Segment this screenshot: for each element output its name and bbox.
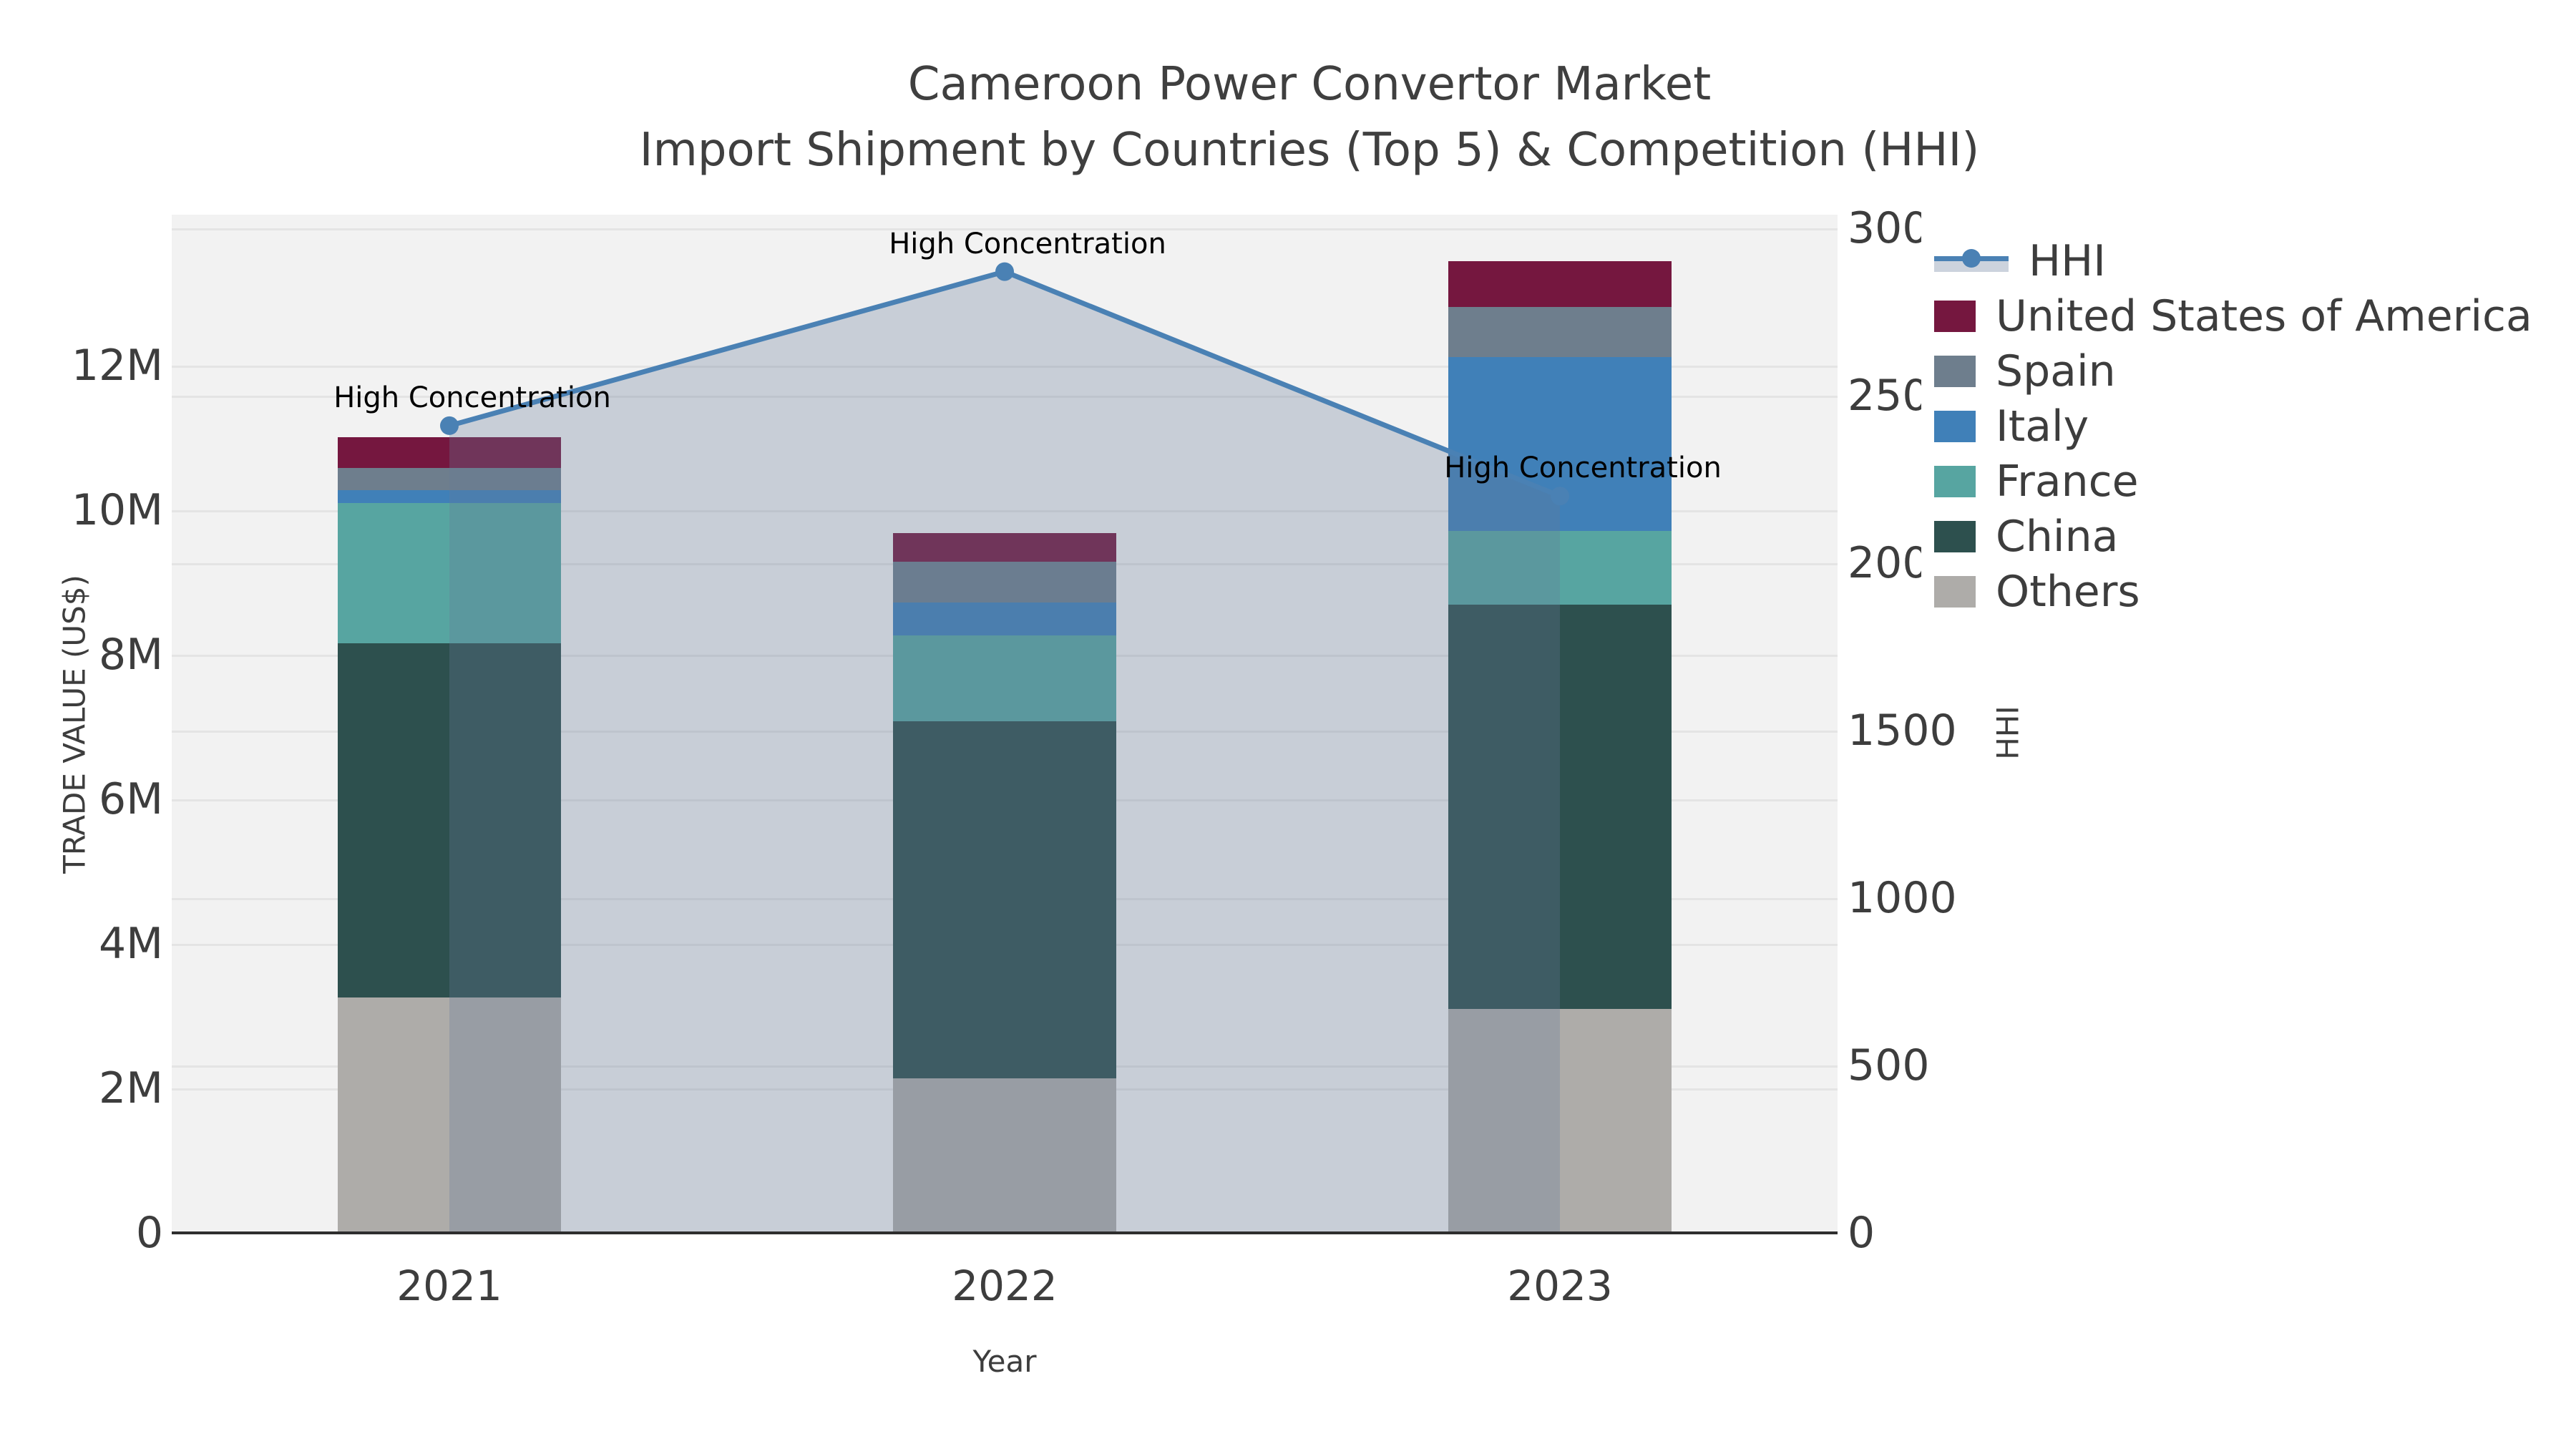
bar-2023-united-states-of-america: [1448, 260, 1672, 308]
gridline-right-3000: [172, 228, 1838, 230]
gridline-left-10M: [172, 510, 1838, 513]
hhi-marker-2023: [1551, 487, 1569, 506]
legend-label-china: China: [1996, 512, 2119, 562]
xtick-2022: 2022: [952, 1262, 1058, 1310]
bar-2022-china: [893, 721, 1116, 1078]
legend-hhi-line-icon: [1934, 249, 2009, 272]
bar-2021-others: [338, 997, 561, 1233]
bar-2021-italy: [338, 489, 561, 503]
y-axis-label-left: TRADE VALUE (US$): [57, 574, 92, 874]
ytick-right-1500: 1500: [1848, 705, 1957, 756]
annotation-high-concentration-2021: High Concentration: [333, 381, 611, 414]
legend-swatch-italy: [1934, 411, 1976, 442]
ytick-right-500: 500: [1848, 1040, 1930, 1091]
annotation-high-concentration-2022: High Concentration: [889, 227, 1166, 260]
ytick-left-12M: 12M: [71, 341, 163, 391]
bar-2021-united-states-of-america: [338, 437, 561, 469]
x-axis-label: Year: [972, 1344, 1037, 1379]
gridline-right-2500: [172, 395, 1838, 398]
legend-swatch-others: [1934, 576, 1976, 608]
annotation-high-concentration-2023: High Concentration: [1444, 452, 1722, 485]
legend-label-france: France: [1996, 457, 2139, 507]
bar-2023-others: [1448, 1008, 1672, 1233]
ytick-right-0: 0: [1848, 1208, 1875, 1258]
ytick-right-1000: 1000: [1848, 872, 1957, 923]
legend-item-italy: Italy: [1934, 399, 2089, 454]
legend-label-others: Others: [1996, 567, 2140, 617]
hhi-marker-2021: [440, 416, 459, 435]
bar-2022-spain: [893, 561, 1116, 603]
bar-2022-others: [893, 1078, 1116, 1233]
legend-item-france: France: [1934, 454, 2139, 509]
legend-item-others: Others: [1934, 565, 2140, 619]
ytick-left-6M: 6M: [99, 774, 163, 825]
legend-swatch-united-states-of-america: [1934, 301, 1976, 332]
bar-2023-france: [1448, 531, 1672, 605]
legend-swatch-france: [1934, 466, 1976, 497]
ytick-left-2M: 2M: [99, 1063, 163, 1113]
gridline-left-12M: [172, 366, 1838, 369]
legend-label-spain: Spain: [1996, 346, 2116, 396]
chart-title: Cameroon Power Convertor Market Import S…: [0, 52, 2576, 183]
legend-label-italy: Italy: [1996, 401, 2089, 452]
ytick-left-0: 0: [135, 1208, 163, 1258]
legend-item-united-states-of-america: United States of America: [1934, 289, 2532, 343]
xtick-2023: 2023: [1507, 1262, 1613, 1310]
ytick-left-4M: 4M: [99, 919, 163, 970]
bar-2023-china: [1448, 605, 1672, 1009]
legend-label-united-states-of-america: United States of America: [1996, 291, 2532, 341]
legend-item-hhi: HHI: [1934, 234, 2106, 288]
chart-title-line2: Import Shipment by Countries (Top 5) & C…: [639, 124, 1980, 177]
ytick-left-10M: 10M: [71, 485, 163, 536]
legend-hhi-marker-dot: [1962, 249, 1981, 268]
hhi-marker-2022: [995, 262, 1014, 281]
hhi-area-fill: [449, 271, 1560, 1233]
legend-swatch-spain: [1934, 356, 1976, 387]
legend-item-china: China: [1934, 509, 2118, 564]
bar-2021-china: [338, 643, 561, 997]
bar-2022-united-states-of-america: [893, 533, 1116, 562]
legend-swatch-china: [1934, 521, 1976, 552]
bar-2021-france: [338, 502, 561, 643]
bar-2022-italy: [893, 602, 1116, 635]
bar-2021-spain: [338, 468, 561, 490]
legend: HHI United States of America Spain Italy Fra…: [1921, 182, 2576, 630]
bar-2022-france: [893, 635, 1116, 721]
xtick-2021: 2021: [396, 1262, 502, 1310]
ytick-left-8M: 8M: [99, 630, 163, 680]
bar-2023-spain: [1448, 307, 1672, 357]
x-axis-line: [172, 1231, 1838, 1234]
legend-label-hhi: HHI: [2029, 236, 2106, 286]
legend-item-spain: Spain: [1934, 344, 2116, 399]
y-axis-label-right: HHI: [1990, 706, 2026, 760]
chart-title-line1: Cameroon Power Convertor Market: [907, 58, 1712, 111]
